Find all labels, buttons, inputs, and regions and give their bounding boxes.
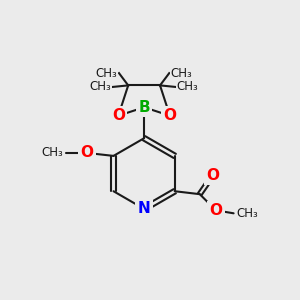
Text: O: O [112, 108, 125, 123]
Text: CH₃: CH₃ [42, 146, 64, 159]
Text: CH₃: CH₃ [236, 207, 258, 220]
Text: O: O [206, 167, 220, 182]
Text: B: B [138, 100, 150, 115]
Text: CH₃: CH₃ [177, 80, 199, 93]
Text: CH₃: CH₃ [90, 80, 111, 93]
Text: N: N [138, 201, 151, 216]
Text: CH₃: CH₃ [171, 67, 192, 80]
Text: O: O [209, 203, 222, 218]
Text: CH₃: CH₃ [96, 67, 118, 80]
Text: O: O [164, 108, 176, 123]
Text: O: O [80, 146, 94, 160]
